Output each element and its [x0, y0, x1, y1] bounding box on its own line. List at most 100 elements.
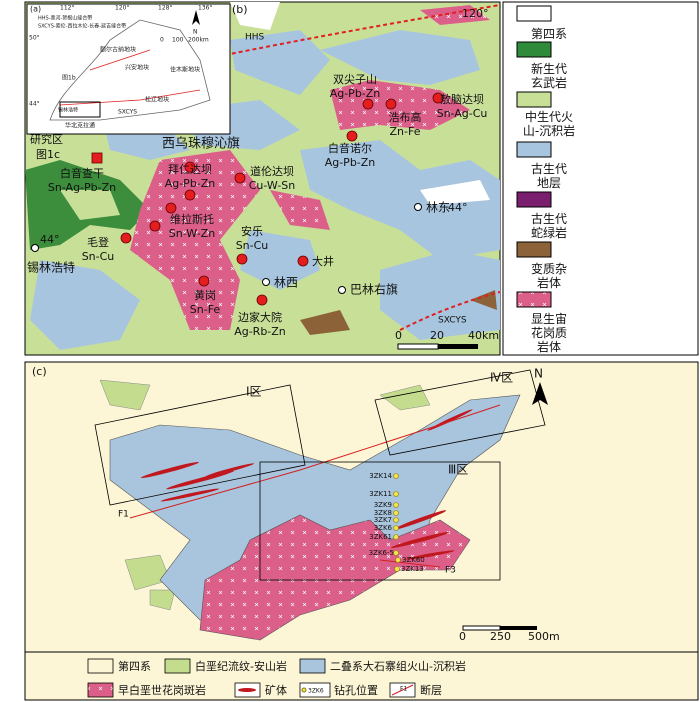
deposit-metal: Cu-W-Sn	[249, 179, 296, 192]
drill-label: 3ZK9	[374, 501, 392, 509]
lon: 120°	[115, 5, 129, 12]
map-shape	[87, 658, 114, 674]
legend-label: 古生代蛇绿岩	[530, 212, 567, 240]
panel-label: (b)	[232, 3, 248, 16]
map-shape	[141, 461, 199, 479]
zone-label: Ⅰ区	[246, 385, 262, 399]
drill-label: 3ZK61	[369, 533, 392, 541]
map-shape	[393, 510, 399, 516]
block: 兴安地块	[125, 64, 149, 72]
label: 图1b	[62, 75, 76, 82]
map-shape	[516, 5, 552, 22]
deposit-metal: Sn-Cu	[236, 239, 269, 252]
map-shape	[394, 566, 400, 572]
lat: 44°	[29, 101, 40, 108]
city: 巴林右旗	[350, 282, 398, 297]
block: 额尔古纳地块	[100, 46, 136, 54]
deposit-metal: Sn-Ag-Pb-Zn	[48, 181, 116, 194]
lat: 50°	[29, 35, 40, 42]
map-shape	[393, 491, 399, 497]
map-shape	[160, 488, 220, 502]
deposit-metal: Sn-W-Zn	[169, 227, 215, 240]
map-shape	[259, 461, 501, 581]
map-shape	[500, 626, 537, 630]
legend-label: 断层	[420, 683, 442, 697]
deposit-metal: Zn-Fe	[390, 125, 421, 138]
legend-label: 第四系	[530, 27, 567, 41]
map-shape	[399, 291, 501, 331]
city: 锡林浩特	[27, 260, 75, 275]
deposit-name: 黄岗	[194, 288, 216, 302]
legend-label: 变质杂岩体	[530, 262, 567, 290]
map-shape	[164, 658, 191, 674]
legend-symbol-text: 3ZK6	[308, 688, 324, 695]
map-shape	[516, 191, 552, 208]
map-shape	[297, 255, 309, 267]
deposit-metal: Sn-Cu	[82, 250, 115, 263]
map-shape	[532, 382, 548, 405]
map-shape	[393, 502, 399, 508]
map-shape	[405, 550, 455, 560]
block: 华北克拉通	[65, 122, 95, 130]
lon: 136°	[198, 5, 212, 12]
deposit-name: 边家大院	[238, 310, 282, 324]
deposit-name: 浩布高	[389, 110, 422, 124]
legend-symbol-text: F1	[400, 686, 407, 693]
study-area: 研究区	[30, 132, 63, 146]
map-shape	[300, 290, 497, 335]
deposit-name: 双尖子山	[333, 73, 377, 86]
drill-label: 3ZK14	[369, 472, 392, 480]
zone-label: Ⅳ区	[490, 371, 513, 385]
drill-label: 3ZK8	[374, 509, 392, 517]
panel-label: (c)	[32, 365, 47, 378]
deposit-name: 拜仁达坝	[168, 162, 212, 176]
lon: 128°	[158, 5, 172, 12]
legend-label: 矿体	[265, 683, 287, 697]
deposit-name: 维拉斯托	[170, 212, 214, 226]
map-shape	[379, 559, 441, 568]
map-shape	[299, 658, 326, 674]
deposit-name: 大井	[312, 254, 334, 268]
scale: 200km	[188, 37, 209, 44]
fault-label: F3	[445, 566, 456, 576]
deposit-name: 道伦达坝	[250, 164, 294, 178]
map-shape	[89, 49, 151, 71]
map-shape	[129, 404, 501, 519]
legend-label: 二叠系大石寨组火山-沉积岩	[330, 659, 466, 673]
map-shape	[393, 534, 399, 540]
deposit-name: 敖脑达坝	[440, 92, 484, 106]
north: N	[193, 29, 198, 36]
map-shape	[516, 91, 552, 108]
panel-label: (a)	[30, 5, 41, 14]
drill-label: 3ZK60	[402, 556, 425, 564]
map-shape	[99, 379, 431, 611]
scale: 0	[459, 630, 466, 643]
map-shape	[362, 98, 374, 110]
map-shape	[393, 473, 399, 479]
deposit-metal: Sn-Fe	[190, 303, 221, 316]
map-shape	[397, 343, 439, 350]
deposit-metal: Ag-Pb-Zn	[165, 177, 216, 190]
fault-label: F1	[118, 510, 129, 520]
legend-label: 新生代玄武岩	[530, 62, 567, 90]
map-shape	[94, 384, 306, 506]
map-shape	[205, 463, 255, 477]
scale: 250	[490, 630, 511, 643]
deposit-metal: Ag-Pb-Zn	[325, 156, 376, 169]
deposit-name: 白音查干	[60, 166, 104, 180]
deposit-name: 安乐	[241, 224, 263, 238]
map-shape	[432, 92, 444, 104]
map-shape	[393, 510, 447, 530]
north: N	[534, 367, 543, 381]
coordinate: 120°	[462, 7, 489, 20]
map-shape	[301, 687, 307, 693]
map-shape	[262, 278, 270, 286]
map-shape	[395, 557, 401, 563]
map-shape	[414, 203, 422, 211]
map-shape	[374, 369, 546, 456]
coordinate: 44°	[40, 233, 60, 246]
map-shape	[59, 101, 101, 118]
coordinate: 44°	[448, 201, 468, 214]
map-shape	[238, 688, 256, 692]
